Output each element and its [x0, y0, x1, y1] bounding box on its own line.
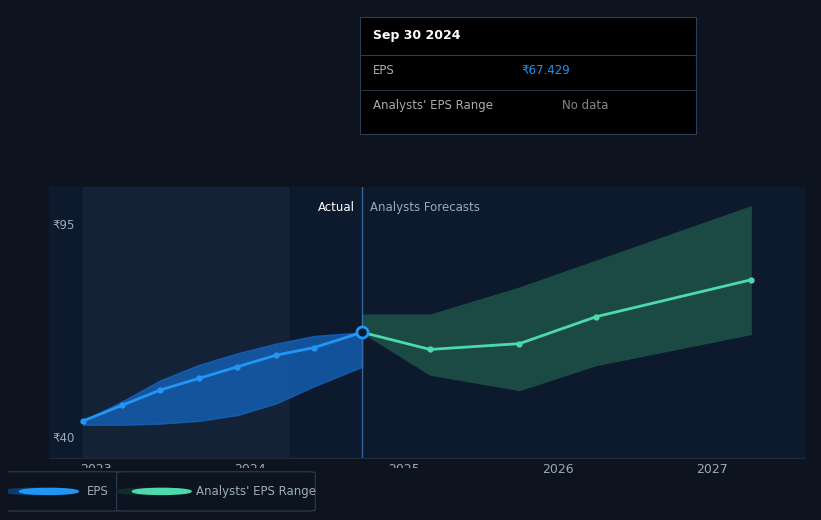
- Circle shape: [20, 488, 78, 495]
- Text: Analysts' EPS Range: Analysts' EPS Range: [195, 485, 315, 498]
- Circle shape: [132, 488, 191, 495]
- Text: ₹95: ₹95: [53, 219, 75, 232]
- Circle shape: [117, 488, 176, 495]
- FancyBboxPatch shape: [117, 472, 315, 511]
- Text: No data: No data: [562, 99, 608, 112]
- Text: ₹67.429: ₹67.429: [521, 64, 570, 77]
- FancyBboxPatch shape: [3, 472, 122, 511]
- Text: EPS: EPS: [373, 64, 395, 77]
- Text: EPS: EPS: [87, 485, 109, 498]
- Bar: [83, 187, 288, 458]
- Text: Analysts' EPS Range: Analysts' EPS Range: [373, 99, 493, 112]
- Circle shape: [4, 488, 62, 495]
- Text: Actual: Actual: [318, 201, 355, 214]
- Text: Sep 30 2024: Sep 30 2024: [373, 29, 461, 42]
- Text: Analysts Forecasts: Analysts Forecasts: [370, 201, 479, 214]
- Text: ₹40: ₹40: [53, 432, 75, 445]
